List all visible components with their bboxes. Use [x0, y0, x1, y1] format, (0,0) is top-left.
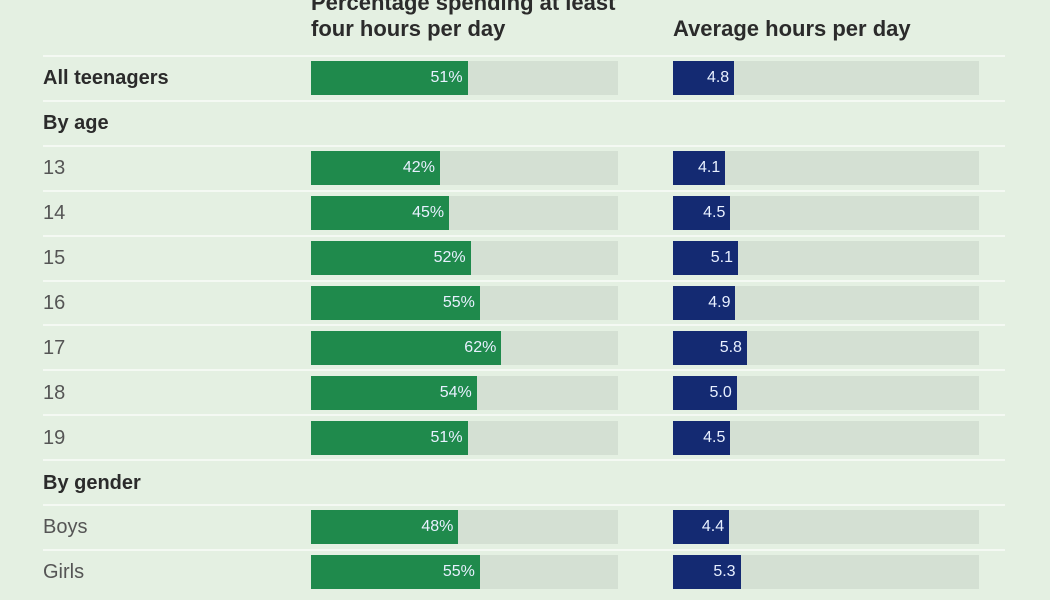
- row-separator: [43, 548, 1005, 551]
- bar: [311, 61, 468, 96]
- row-label: 16: [43, 291, 66, 314]
- value-label: 42%: [402, 159, 435, 177]
- value-label: 4.5: [703, 428, 726, 446]
- value-label: 4.8: [706, 69, 730, 87]
- row-label: Girls: [43, 561, 85, 584]
- section-label: By gender: [43, 471, 141, 494]
- bar: [673, 510, 730, 545]
- row-label: 19: [43, 426, 66, 449]
- row-label: 14: [43, 202, 66, 225]
- row-separator: [43, 189, 1005, 192]
- row-separator: [43, 324, 1005, 327]
- row-separator: [43, 234, 1005, 237]
- bar: [311, 510, 459, 545]
- bar: [311, 151, 440, 186]
- row-separator: [43, 414, 1005, 417]
- row-separator: [43, 459, 1005, 462]
- row-separator: [43, 144, 1005, 147]
- row-label: 15: [43, 247, 66, 270]
- row-separator: [43, 369, 1005, 372]
- bar: [673, 375, 737, 410]
- value-label: 45%: [412, 204, 445, 222]
- bar: [673, 151, 726, 186]
- section-label: All teenagers: [43, 67, 169, 90]
- row-separator: [43, 279, 1005, 282]
- bar: [311, 330, 502, 365]
- bar: [311, 196, 450, 231]
- row-label: 18: [43, 381, 66, 404]
- value-label: 4.4: [701, 518, 725, 536]
- row-label: 13: [43, 157, 66, 180]
- bar: [673, 330, 747, 365]
- value-label: 4.9: [708, 293, 731, 311]
- row-label: 17: [43, 336, 66, 359]
- bar: [673, 555, 741, 590]
- row-separator: [43, 99, 1005, 102]
- value-label: 51%: [430, 69, 463, 87]
- value-label: 5.0: [709, 383, 732, 401]
- bar: [311, 285, 480, 320]
- bar: [673, 241, 739, 276]
- bar: [311, 241, 471, 276]
- value-label: 51%: [430, 428, 463, 446]
- value-label: 4.1: [698, 159, 721, 177]
- bar: [673, 61, 735, 96]
- bar: [311, 375, 477, 410]
- value-label: 62%: [464, 338, 497, 356]
- row-separator: [43, 504, 1005, 506]
- bar: [311, 420, 468, 455]
- value-label: 48%: [421, 518, 454, 536]
- value-label: 5.3: [713, 563, 736, 581]
- bar: [673, 420, 731, 455]
- value-label: 54%: [439, 383, 472, 401]
- row-label: Boys: [43, 516, 88, 539]
- value-label: 55%: [442, 563, 475, 581]
- value-label: 55%: [442, 293, 475, 311]
- value-label: 5.8: [719, 338, 742, 356]
- column-header: Percentage spending at least four hours …: [311, 0, 616, 41]
- value-label: 5.1: [710, 249, 734, 267]
- bar: [673, 196, 731, 231]
- bar: [673, 285, 736, 320]
- value-label: 52%: [433, 249, 466, 267]
- bar: [311, 555, 480, 590]
- row-separator: [43, 55, 1005, 57]
- section-label: By age: [43, 112, 109, 135]
- value-label: 4.5: [703, 204, 726, 222]
- column-header: Average hours per day: [673, 16, 911, 41]
